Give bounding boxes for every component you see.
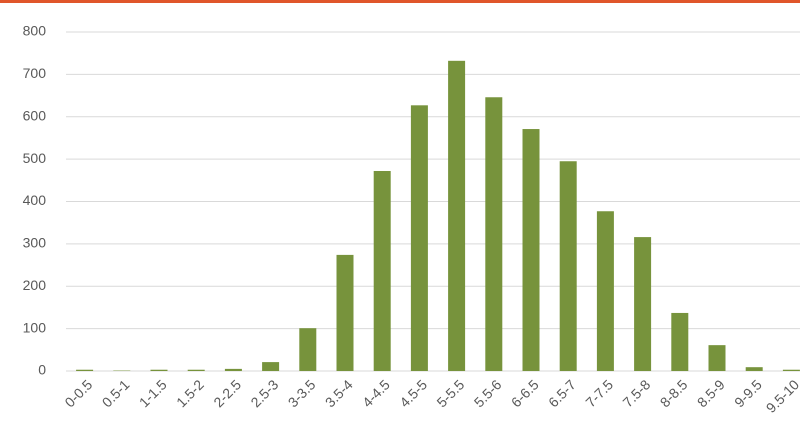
y-tick-label: 400	[23, 192, 47, 208]
bar	[150, 369, 168, 371]
x-tick-label: 5.5-6	[471, 376, 505, 410]
bar	[782, 369, 800, 371]
x-tick-label: 5-5.5	[433, 376, 467, 410]
y-tick-label: 300	[23, 235, 47, 251]
x-tick-label: 4.5-5	[396, 376, 430, 410]
x-tick-label: 8.5-9	[694, 376, 728, 410]
x-tick-label: 3-3.5	[285, 376, 319, 410]
y-tick-label: 500	[23, 150, 47, 166]
bar	[671, 312, 689, 371]
x-tick-label: 7-7.5	[582, 376, 616, 410]
y-tick-label: 800	[23, 23, 47, 39]
bar	[745, 367, 763, 371]
x-tick-label: 6.5-7	[545, 376, 579, 410]
x-tick-label: 0-0.5	[61, 376, 95, 410]
bar	[262, 362, 280, 371]
bar	[224, 368, 242, 371]
bar	[336, 254, 354, 371]
y-tick-label: 600	[23, 107, 47, 123]
bar	[596, 211, 614, 371]
bar	[76, 369, 94, 371]
x-tick-label: 4-4.5	[359, 376, 393, 410]
x-tick-label: 3.5-4	[322, 376, 356, 410]
bar	[299, 328, 317, 371]
x-tick-label: 9-9.5	[731, 376, 765, 410]
x-tick-label: 0.5-1	[99, 376, 133, 410]
x-tick-label: 2-2.5	[210, 376, 244, 410]
x-tick-label: 9.5-10	[763, 376, 800, 416]
bar	[187, 369, 205, 371]
x-tick-label: 8-8.5	[657, 376, 691, 410]
bar	[708, 345, 726, 371]
top-border	[0, 0, 800, 3]
bar	[373, 170, 391, 371]
bar	[485, 97, 503, 371]
x-tick-label: 2.5-3	[247, 376, 281, 410]
x-tick-label: 7.5-8	[619, 376, 653, 410]
y-tick-label: 200	[23, 277, 47, 293]
bar	[522, 129, 540, 371]
y-tick-label: 100	[23, 319, 47, 335]
bar	[634, 237, 652, 371]
x-tick-label: 6-6.5	[508, 376, 542, 410]
x-tick-label: 1-1.5	[136, 376, 170, 410]
bar	[448, 60, 466, 371]
y-tick-label: 700	[23, 65, 47, 81]
bar	[559, 161, 577, 371]
bar	[410, 105, 428, 371]
y-tick-label: 0	[38, 362, 46, 378]
x-tick-label: 1.5-2	[173, 376, 207, 410]
